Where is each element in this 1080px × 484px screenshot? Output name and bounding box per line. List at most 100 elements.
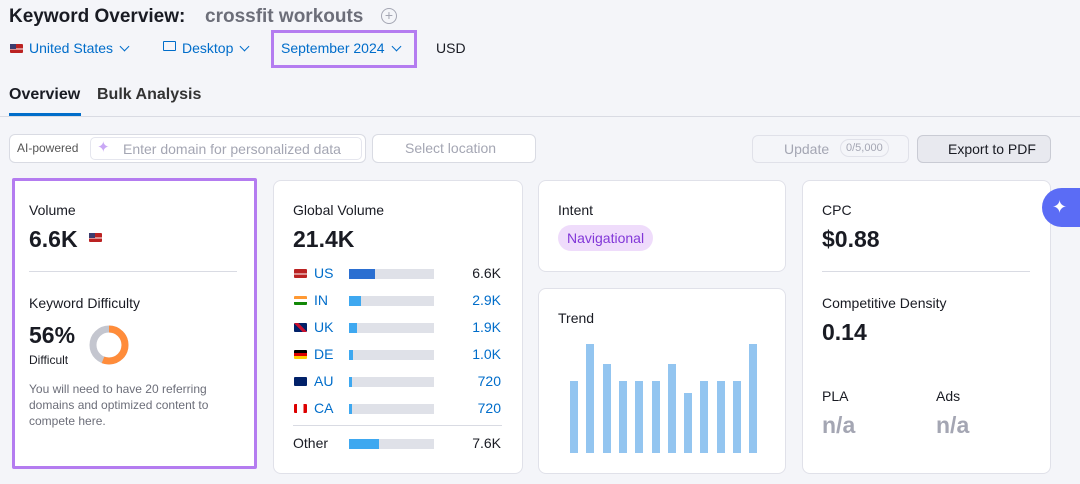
bar — [349, 439, 380, 449]
location-placeholder: Select location — [405, 140, 497, 156]
kd-donut — [89, 325, 129, 365]
volume-label: 7.6K — [472, 435, 501, 451]
country-code: AU — [314, 373, 334, 389]
device-select[interactable]: Desktop — [182, 40, 250, 56]
flag — [294, 350, 307, 359]
volume-label: 1.0K — [472, 346, 501, 362]
update-count: 0/5,000 — [840, 139, 889, 157]
divider — [822, 271, 1030, 272]
bar — [349, 377, 352, 387]
flag — [294, 323, 307, 332]
trend-bar — [684, 393, 693, 453]
trend-bar — [618, 381, 627, 453]
trend-bar — [586, 344, 595, 453]
bar-track — [349, 404, 434, 414]
bar-track — [349, 269, 434, 279]
keyword: crossfit workouts — [205, 6, 364, 27]
ads-label: Ads — [936, 388, 961, 404]
bar — [349, 350, 353, 360]
volume-label: 720 — [477, 373, 501, 389]
kd-level: Difficult — [29, 353, 69, 367]
copilot-button[interactable]: ✦ — [1042, 188, 1080, 227]
currency: USD — [436, 40, 466, 56]
divider — [29, 271, 237, 272]
date: September 2024 — [281, 40, 385, 56]
density-value: 0.14 — [822, 319, 867, 345]
country-code: US — [314, 265, 334, 281]
page-title: Keyword Overview: — [9, 6, 186, 27]
flag — [294, 296, 307, 305]
flag — [294, 269, 307, 278]
country-code: DE — [314, 346, 334, 362]
tab-divider — [0, 116, 1080, 117]
bar-track — [349, 323, 434, 333]
update-label: Update — [784, 141, 830, 157]
donut-arc — [89, 325, 129, 365]
country-select[interactable]: United States — [29, 40, 130, 56]
trend-bar — [700, 381, 709, 453]
bar — [349, 404, 352, 414]
divider — [293, 425, 502, 426]
bar-track — [349, 439, 434, 449]
export-label: Export to PDF — [948, 141, 1036, 157]
flag — [294, 404, 307, 413]
update-button[interactable] — [752, 135, 909, 163]
device: Desktop — [182, 40, 234, 56]
volume-value: 6.6K — [29, 226, 78, 252]
flag — [294, 377, 307, 386]
kd-label: Keyword Difficulty — [29, 295, 141, 311]
other-label: Other — [293, 435, 329, 451]
volume-card — [12, 178, 257, 469]
volume-label: 1.9K — [472, 319, 501, 335]
country: United States — [29, 40, 114, 56]
trend-bar — [733, 381, 741, 453]
trend-bar — [635, 381, 644, 453]
bar-track — [349, 377, 434, 387]
tab[interactable]: Bulk Analysis — [97, 86, 202, 103]
country-code: CA — [314, 400, 334, 416]
flag — [89, 233, 102, 242]
ads-value: n/a — [936, 412, 970, 438]
kd-note: You will need to have 20 referring domai… — [29, 382, 209, 428]
trend-bar — [749, 344, 758, 453]
volume-label: 720 — [477, 400, 501, 416]
volume-label: Volume — [29, 202, 76, 218]
date-select[interactable]: September 2024 — [281, 40, 401, 56]
cpc-value: $0.88 — [822, 226, 880, 252]
cpc-card — [802, 180, 1051, 474]
bar-track — [349, 350, 434, 360]
country-code: IN — [314, 292, 328, 308]
country-code: UK — [314, 319, 334, 335]
tab-active[interactable]: Overview — [9, 86, 81, 103]
domain-placeholder: Enter domain for personalized data — [123, 141, 341, 157]
flag — [10, 44, 23, 53]
trend-label: Trend — [558, 310, 595, 326]
bar-track — [349, 296, 434, 306]
trend-bar — [651, 381, 660, 453]
bar — [349, 323, 357, 333]
domain-input[interactable] — [90, 137, 362, 160]
bar — [349, 269, 376, 279]
trend-bar — [570, 381, 578, 453]
kd-value: 56% — [29, 322, 76, 348]
intent-badge: Navigational — [558, 225, 654, 251]
intent-label: Intent — [558, 202, 594, 218]
export-button[interactable] — [917, 135, 1051, 163]
sparkle-icon: ✦ — [97, 139, 110, 156]
date-highlight — [271, 30, 417, 68]
tab-underline — [9, 113, 81, 116]
ai-box — [9, 134, 366, 163]
add-button[interactable]: + — [381, 8, 397, 24]
pla-value: n/a — [822, 412, 856, 438]
density-label: Competitive Density — [822, 295, 947, 311]
trend-bar — [667, 363, 676, 453]
desktop-icon — [163, 41, 176, 51]
global-total: 21.4K — [293, 226, 355, 252]
trend-bar — [602, 363, 611, 453]
location-select[interactable] — [372, 134, 536, 163]
trend-bar — [716, 381, 725, 453]
trend-card — [538, 288, 786, 474]
bar — [349, 296, 361, 306]
